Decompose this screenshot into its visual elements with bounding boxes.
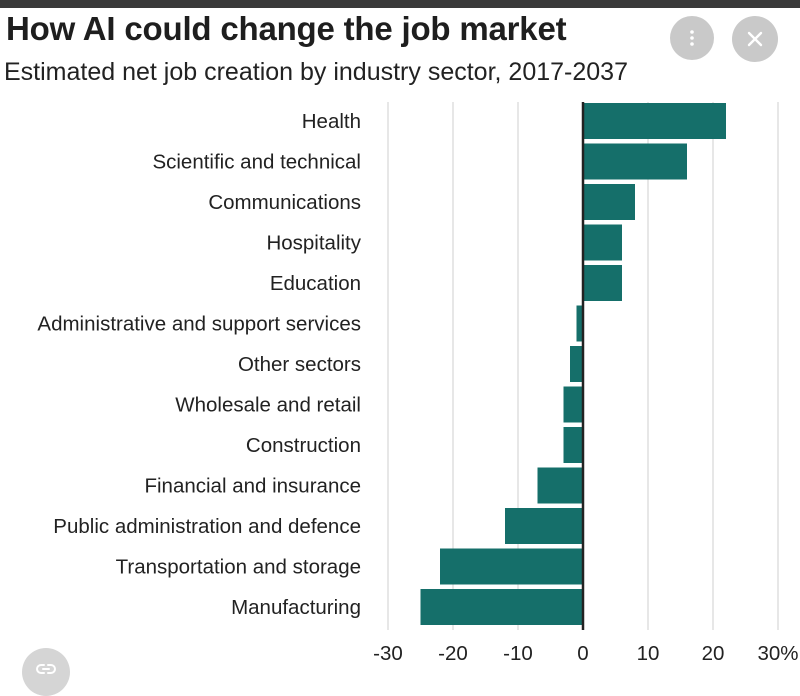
x-tick-label-6: 30% [757,642,798,665]
link-button[interactable] [22,648,70,696]
category-label-6: Other sectors [238,353,361,376]
category-label-5: Administrative and support services [37,313,361,336]
category-label-7: Wholesale and retail [175,394,361,417]
bar-0 [583,103,726,139]
bar-6 [570,346,583,382]
more-vert-icon [690,30,694,46]
x-tick-label-5: 20 [702,642,725,665]
category-label-0: Health [302,110,361,133]
category-label-8: Construction [246,434,361,457]
bars [420,103,726,625]
bar-11 [440,548,583,585]
chart-subtitle: Estimated net job creation by industry s… [4,58,628,86]
bar-5 [576,305,583,342]
close-button[interactable] [732,16,778,62]
x-tick-label-0: -30 [373,642,403,665]
bar-chart: Health Scientific and technical Communicat… [37,102,799,665]
close-icon [747,31,763,47]
category-label-9: Financial and insurance [144,475,361,498]
x-tick-label-3: 0 [577,642,588,665]
bar-10 [505,508,583,544]
bar-12 [420,589,583,625]
category-label-10: Public administration and defence [53,515,361,538]
x-tick-labels: -30 -20 -10 0 10 20 30% [373,642,798,665]
bar-3 [583,224,622,261]
category-label-12: Manufacturing [231,596,361,619]
category-labels: Health Scientific and technical Communicat… [37,110,361,619]
grid-lines [387,102,779,630]
category-label-2: Communications [208,191,361,214]
bar-9 [537,467,583,504]
link-icon [36,664,56,674]
category-label-3: Hospitality [266,232,361,255]
category-label-1: Scientific and technical [152,151,361,174]
bar-4 [583,265,622,301]
bar-2 [583,184,635,220]
bar-1 [583,143,687,180]
chart-title: How AI could change the job market [6,10,567,47]
bar-7 [563,386,583,423]
x-tick-label-4: 10 [637,642,660,665]
x-tick-label-1: -20 [438,642,468,665]
more-options-button[interactable] [670,16,714,60]
top-strip [0,0,800,8]
bar-8 [563,427,583,463]
category-label-11: Transportation and storage [116,556,361,579]
category-label-4: Education [270,272,361,295]
x-tick-label-2: -10 [503,642,533,665]
